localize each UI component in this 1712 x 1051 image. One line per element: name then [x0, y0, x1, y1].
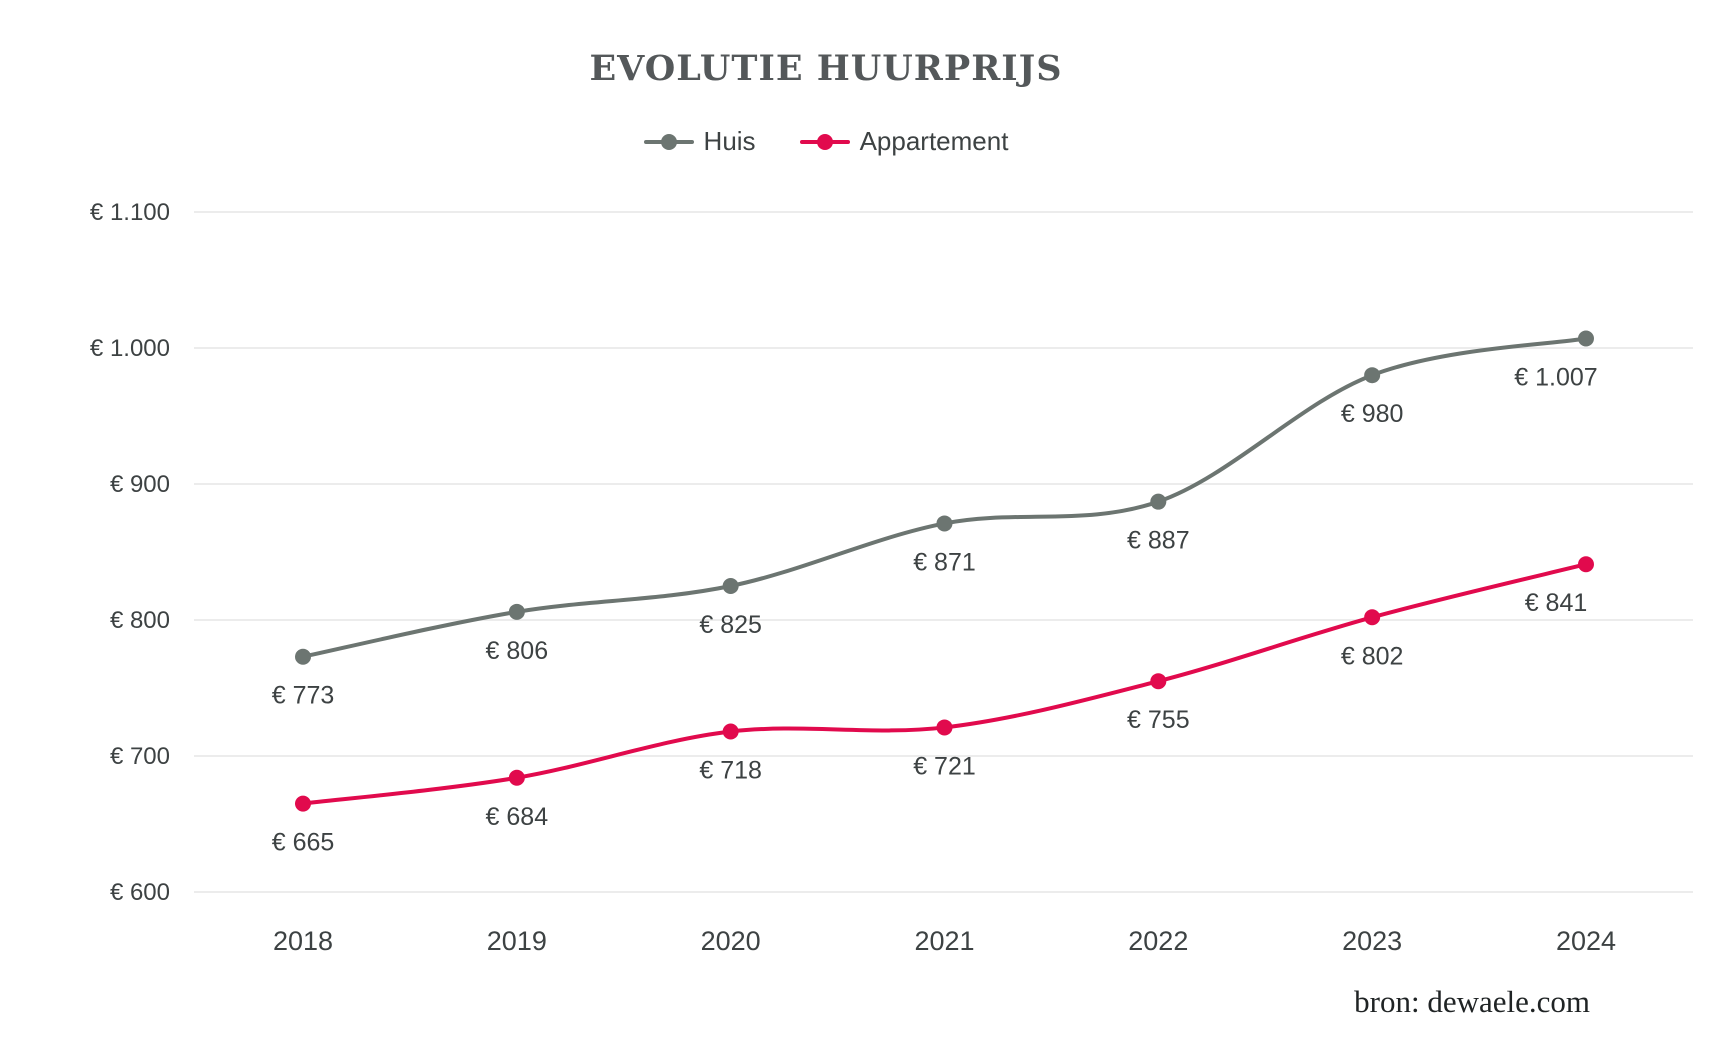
source-credit: bron: dewaele.com: [1354, 984, 1590, 1019]
x-axis-tick-label: 2019: [487, 926, 547, 956]
y-axis-tick-label: € 700: [110, 743, 170, 770]
data-point-huis: [1364, 367, 1381, 384]
data-point-huis: [936, 515, 953, 532]
data-point-huis: [1150, 493, 1167, 510]
data-point-appartement: [295, 795, 311, 812]
data-point-appartement: [1577, 556, 1594, 573]
series-line-huis: [301, 336, 1588, 659]
x-axis-tick-label: 2021: [914, 926, 974, 956]
legend-label-huis: Huis: [703, 126, 756, 156]
legend-item-huis: Huis: [643, 126, 756, 157]
line-dot-marker-icon: [799, 133, 850, 151]
data-point-huis: [722, 578, 739, 594]
data-point-label: € 980: [1341, 400, 1404, 428]
y-axis-tick-label: € 900: [110, 471, 170, 498]
data-point-huis: [508, 603, 525, 620]
data-point-huis: [1577, 330, 1594, 347]
x-axis-tick-label: 2018: [273, 926, 333, 956]
data-point-appartement: [508, 769, 525, 786]
x-axis-tick-label: 2020: [701, 926, 761, 956]
data-point-label: € 721: [913, 752, 976, 780]
data-point-label: € 665: [272, 829, 335, 857]
y-axis-tick-label: € 600: [110, 879, 170, 906]
data-point-label: € 887: [1127, 527, 1190, 555]
data-point-appartement: [722, 723, 739, 740]
data-point-label: € 841: [1525, 589, 1588, 617]
data-point-label: € 825: [699, 611, 762, 639]
data-point-label: € 806: [486, 637, 549, 665]
data-point-label: € 871: [913, 548, 976, 576]
y-axis-tick-label: € 1.100: [90, 199, 170, 226]
data-point-appartement: [936, 719, 953, 736]
data-point-label: € 802: [1341, 642, 1404, 670]
x-axis-tick-label: 2024: [1556, 926, 1616, 956]
data-point-label: € 755: [1127, 706, 1190, 734]
x-axis-tick-label: 2022: [1128, 926, 1188, 956]
chart-title: EVOLUTIE HUURPRIJS: [589, 48, 1063, 89]
data-point-appartement: [1150, 673, 1167, 690]
data-point-label: € 718: [699, 757, 762, 785]
chart-legend: Huis Appartement: [0, 126, 1652, 157]
data-point-label: € 684: [486, 803, 549, 831]
legend-label-appartement: Appartement: [859, 126, 1009, 156]
data-point-huis: [295, 648, 311, 665]
data-point-label: € 1.007: [1514, 363, 1597, 391]
data-point-label: € 773: [272, 682, 335, 710]
data-point-appartement: [1364, 609, 1381, 626]
y-axis-tick-label: € 1.000: [90, 335, 170, 362]
x-axis-tick-label: 2023: [1342, 926, 1402, 956]
legend-item-appartement: Appartement: [799, 126, 1009, 157]
line-dot-marker-icon: [643, 133, 694, 151]
y-axis-tick-label: € 800: [110, 607, 170, 634]
